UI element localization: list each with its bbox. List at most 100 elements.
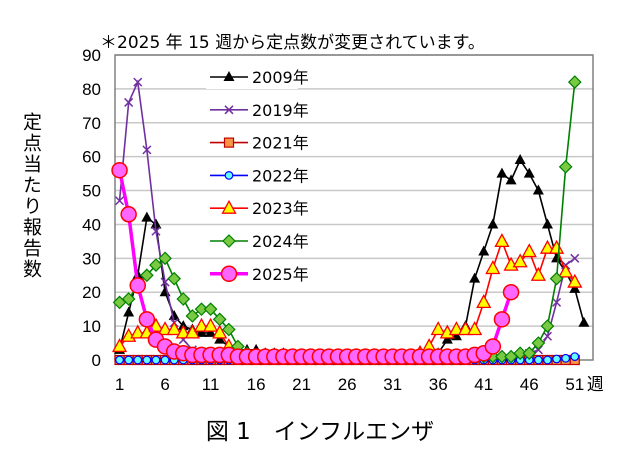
triangle-marker xyxy=(193,317,210,332)
triangle-marker xyxy=(487,218,499,229)
diamond-marker xyxy=(121,292,136,306)
legend-label: 2009年 xyxy=(252,68,309,87)
y-tick-label: 90 xyxy=(82,46,101,65)
diamond-marker xyxy=(522,346,537,361)
triangle-marker xyxy=(478,245,490,256)
diamond-marker xyxy=(185,309,200,323)
diamond-marker xyxy=(158,251,172,266)
triangle-marker xyxy=(205,326,217,337)
diamond-marker xyxy=(212,312,227,327)
legend-label: 2024年 xyxy=(252,232,309,251)
series-2025 xyxy=(111,161,520,365)
x-tick-label: 16 xyxy=(247,375,266,394)
chart-note: ＊2025 年 15 週から定点数が変更されています。 xyxy=(100,33,485,53)
triangle-marker xyxy=(476,294,492,309)
diamond-marker xyxy=(140,268,154,283)
circle-marker xyxy=(124,355,134,365)
triangle-marker xyxy=(221,199,237,214)
triangle-marker xyxy=(469,272,481,283)
triangle-marker xyxy=(578,316,590,327)
diamond-marker xyxy=(194,302,209,317)
x-tick-label: 41 xyxy=(474,375,493,394)
diamond-marker xyxy=(513,346,528,361)
y-tick-label: 20 xyxy=(82,283,101,302)
circle-marker xyxy=(493,311,511,328)
legend-item: 2024年 xyxy=(206,229,309,253)
diamond-marker xyxy=(567,75,582,89)
triangle-marker xyxy=(551,252,563,263)
y-tick-label: 30 xyxy=(82,249,101,268)
x-tick-label: 21 xyxy=(292,375,311,394)
y-tick-label: 80 xyxy=(82,80,101,99)
x-marker xyxy=(224,105,234,115)
y-tick-label: 50 xyxy=(82,182,101,201)
circle-marker xyxy=(552,354,561,364)
circle-marker xyxy=(543,355,552,365)
triangle-marker xyxy=(567,273,583,288)
triangle-marker xyxy=(539,239,556,254)
x-tick-label: 46 xyxy=(520,375,539,394)
chart-title: 図 1 インフルエンザ xyxy=(205,419,435,445)
triangle-marker xyxy=(214,333,226,344)
square-marker xyxy=(223,137,235,148)
triangle-marker xyxy=(448,321,465,336)
triangle-marker xyxy=(111,338,128,353)
circle-marker xyxy=(120,206,137,223)
x-tick-label: 1 xyxy=(115,375,124,394)
circle-marker xyxy=(484,338,502,355)
x-marker xyxy=(570,253,580,263)
circle-marker xyxy=(224,170,234,180)
circle-marker xyxy=(570,352,580,362)
circle-marker xyxy=(533,355,543,365)
x-tick-label: 31 xyxy=(383,375,402,394)
triangle-marker xyxy=(130,324,146,339)
y-tick-label: 70 xyxy=(82,114,101,133)
series-2024 xyxy=(112,75,582,364)
x-marker xyxy=(133,77,143,87)
triangle-marker xyxy=(457,321,474,336)
triangle-marker xyxy=(184,324,200,339)
triangle-marker xyxy=(494,233,510,248)
triangle-marker xyxy=(166,321,182,336)
triangle-marker xyxy=(203,317,219,332)
diamond-marker xyxy=(558,159,573,174)
triangle-marker xyxy=(157,321,173,336)
x-marker xyxy=(142,145,152,155)
triangle-marker xyxy=(168,309,180,320)
diamond-marker xyxy=(495,349,509,364)
x-tick-label: 11 xyxy=(202,375,220,394)
legend: 2009年 2019年 2021年 2022年 2023年 2024年 2025年 xyxy=(206,65,309,286)
legend-item: 2019年 xyxy=(206,97,309,122)
circle-marker xyxy=(142,355,152,365)
triangle-marker xyxy=(496,167,508,178)
legend-label: 2021年 xyxy=(252,134,309,153)
triangle-marker xyxy=(212,324,228,339)
triangle-marker xyxy=(430,321,446,336)
triangle-marker xyxy=(159,286,171,297)
triangle-marker xyxy=(485,260,501,275)
circle-marker xyxy=(502,283,520,301)
x-tick-label: 36 xyxy=(429,375,448,394)
legend-item: 2009年 xyxy=(206,65,309,89)
circle-marker xyxy=(115,355,124,365)
triangle-marker xyxy=(195,326,207,337)
x-marker xyxy=(542,331,553,341)
x-axis-label: 週 xyxy=(587,375,604,394)
circle-marker xyxy=(129,277,147,294)
circle-marker xyxy=(220,265,238,283)
circle-marker xyxy=(561,353,571,363)
triangle-marker xyxy=(558,263,574,278)
x-marker xyxy=(115,196,125,206)
triangle-marker xyxy=(223,71,235,81)
triangle-marker xyxy=(175,324,191,339)
plot-frame xyxy=(114,54,594,361)
legend-item: 2025年 xyxy=(206,261,309,286)
triangle-marker xyxy=(123,306,135,317)
x-marker xyxy=(124,97,134,107)
legend-label: 2019年 xyxy=(252,101,309,120)
triangle-marker xyxy=(532,184,544,195)
diamond-marker xyxy=(203,302,218,317)
diamond-marker xyxy=(167,271,182,286)
x-tick-label: 6 xyxy=(160,375,169,394)
